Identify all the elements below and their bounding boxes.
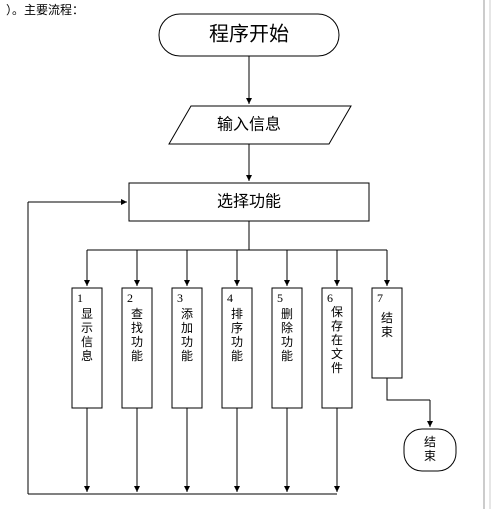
opt2-num: 2 [127,291,133,305]
flowchart: ）。主要流程： 程序开始 输入信息 选择功能 1 显示信息 2 查找功能 3 添… [0,0,500,509]
edge-opt7-end-h [387,378,430,400]
opt3-num: 3 [177,291,183,305]
opt7-label: 结束 [381,311,393,339]
opt1-num: 1 [77,291,83,305]
node-select-label: 选择功能 [217,193,281,211]
opt6-num: 6 [327,291,333,305]
opt4-num: 4 [227,291,233,305]
opt1-label: 显示信息 [81,307,93,363]
opt2-label: 查找功能 [131,307,143,363]
opt5-num: 5 [277,291,283,305]
opt5-label: 删除功能 [281,307,293,363]
opt6-label: 保存在文件 [331,305,343,375]
node-input-label: 输入信息 [217,116,281,134]
node-start-label: 程序开始 [209,23,289,46]
node-end-label: 结束 [424,435,436,463]
opt3-label: 添加功能 [181,307,193,363]
opt7-num: 7 [377,291,383,305]
opt4-label: 排序功能 [231,307,243,363]
section-header: ）。主要流程： [6,2,84,17]
